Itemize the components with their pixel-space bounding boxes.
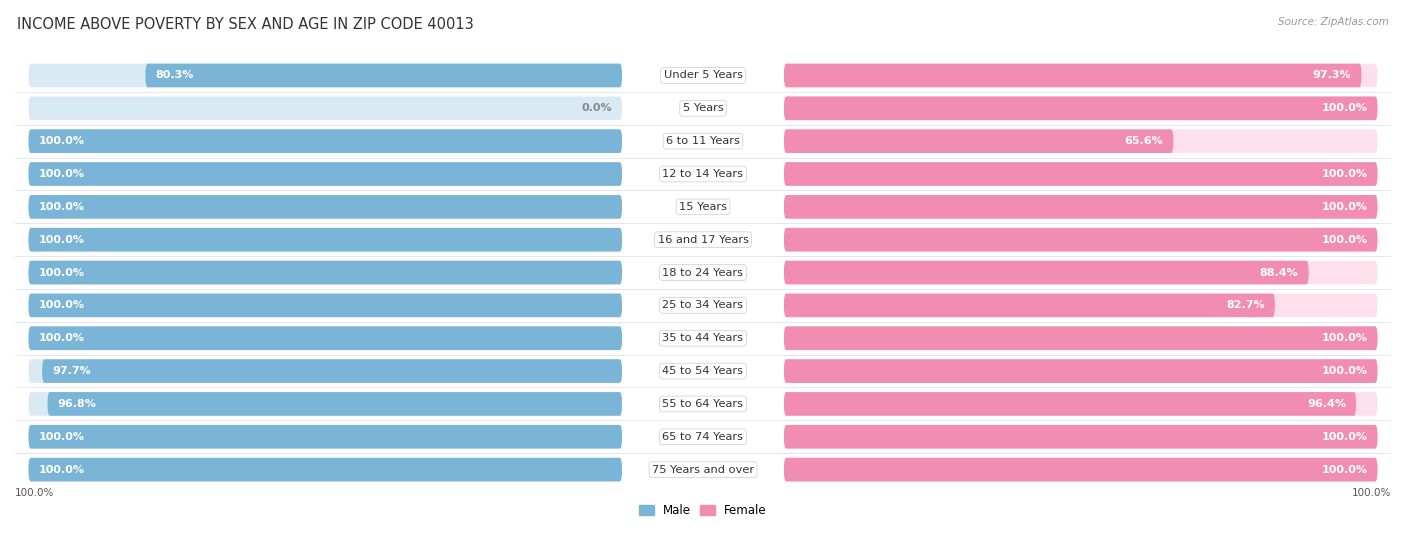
Text: 100.0%: 100.0% [38, 300, 84, 310]
Text: INCOME ABOVE POVERTY BY SEX AND AGE IN ZIP CODE 40013: INCOME ABOVE POVERTY BY SEX AND AGE IN Z… [17, 17, 474, 32]
FancyBboxPatch shape [785, 425, 1378, 448]
Text: 12 to 14 Years: 12 to 14 Years [662, 169, 744, 179]
FancyBboxPatch shape [28, 129, 621, 153]
FancyBboxPatch shape [28, 64, 621, 87]
FancyBboxPatch shape [785, 392, 1357, 416]
Text: 88.4%: 88.4% [1260, 268, 1299, 277]
FancyBboxPatch shape [28, 129, 621, 153]
FancyBboxPatch shape [28, 326, 621, 350]
Text: Under 5 Years: Under 5 Years [664, 70, 742, 80]
FancyBboxPatch shape [28, 392, 621, 416]
Text: 100.0%: 100.0% [38, 333, 84, 343]
Text: 82.7%: 82.7% [1226, 300, 1265, 310]
Text: 16 and 17 Years: 16 and 17 Years [658, 235, 748, 245]
FancyBboxPatch shape [785, 359, 1378, 383]
FancyBboxPatch shape [785, 359, 1378, 383]
FancyBboxPatch shape [28, 293, 621, 317]
FancyBboxPatch shape [785, 64, 1361, 87]
Text: 100.0%: 100.0% [15, 487, 55, 498]
Text: 100.0%: 100.0% [38, 169, 84, 179]
Text: 0.0%: 0.0% [581, 103, 612, 113]
Text: 65 to 74 Years: 65 to 74 Years [662, 432, 744, 442]
FancyBboxPatch shape [28, 228, 621, 252]
FancyBboxPatch shape [785, 129, 1174, 153]
FancyBboxPatch shape [28, 458, 621, 481]
FancyBboxPatch shape [785, 293, 1378, 317]
Text: 100.0%: 100.0% [1322, 235, 1368, 245]
FancyBboxPatch shape [785, 326, 1378, 350]
Text: 18 to 24 Years: 18 to 24 Years [662, 268, 744, 277]
Legend: Male, Female: Male, Female [634, 500, 772, 522]
FancyBboxPatch shape [785, 260, 1309, 285]
FancyBboxPatch shape [785, 129, 1378, 153]
Text: 97.7%: 97.7% [52, 366, 91, 376]
FancyBboxPatch shape [785, 97, 1378, 120]
FancyBboxPatch shape [785, 228, 1378, 252]
FancyBboxPatch shape [785, 97, 1378, 120]
FancyBboxPatch shape [28, 97, 621, 120]
Text: 15 Years: 15 Years [679, 202, 727, 212]
Text: 100.0%: 100.0% [1322, 103, 1368, 113]
Text: 100.0%: 100.0% [38, 465, 84, 475]
Text: 45 to 54 Years: 45 to 54 Years [662, 366, 744, 376]
FancyBboxPatch shape [28, 458, 621, 481]
Text: 100.0%: 100.0% [1322, 366, 1368, 376]
Text: 100.0%: 100.0% [1322, 333, 1368, 343]
FancyBboxPatch shape [28, 359, 621, 383]
FancyBboxPatch shape [785, 162, 1378, 186]
Text: 25 to 34 Years: 25 to 34 Years [662, 300, 744, 310]
FancyBboxPatch shape [785, 458, 1378, 481]
FancyBboxPatch shape [145, 64, 621, 87]
FancyBboxPatch shape [28, 162, 621, 186]
FancyBboxPatch shape [785, 260, 1378, 285]
Text: 97.3%: 97.3% [1313, 70, 1351, 80]
FancyBboxPatch shape [785, 162, 1378, 186]
Text: 5 Years: 5 Years [683, 103, 723, 113]
Text: 35 to 44 Years: 35 to 44 Years [662, 333, 744, 343]
FancyBboxPatch shape [28, 326, 621, 350]
Text: 96.8%: 96.8% [58, 399, 97, 409]
FancyBboxPatch shape [28, 260, 621, 285]
FancyBboxPatch shape [28, 260, 621, 285]
Text: 100.0%: 100.0% [38, 235, 84, 245]
Text: Source: ZipAtlas.com: Source: ZipAtlas.com [1278, 17, 1389, 27]
FancyBboxPatch shape [28, 293, 621, 317]
FancyBboxPatch shape [28, 162, 621, 186]
FancyBboxPatch shape [785, 195, 1378, 219]
FancyBboxPatch shape [785, 64, 1378, 87]
FancyBboxPatch shape [785, 293, 1275, 317]
Text: 100.0%: 100.0% [38, 432, 84, 442]
Text: 100.0%: 100.0% [1322, 432, 1368, 442]
Text: 100.0%: 100.0% [1322, 202, 1368, 212]
Text: 100.0%: 100.0% [38, 136, 84, 146]
Text: 100.0%: 100.0% [1322, 169, 1368, 179]
FancyBboxPatch shape [28, 425, 621, 448]
FancyBboxPatch shape [28, 228, 621, 252]
FancyBboxPatch shape [48, 392, 621, 416]
FancyBboxPatch shape [785, 326, 1378, 350]
FancyBboxPatch shape [28, 425, 621, 448]
Text: 55 to 64 Years: 55 to 64 Years [662, 399, 744, 409]
Text: 100.0%: 100.0% [1351, 487, 1391, 498]
FancyBboxPatch shape [28, 195, 621, 219]
Text: 100.0%: 100.0% [38, 202, 84, 212]
Text: 80.3%: 80.3% [156, 70, 194, 80]
FancyBboxPatch shape [785, 228, 1378, 252]
Text: 100.0%: 100.0% [1322, 465, 1368, 475]
Text: 65.6%: 65.6% [1125, 136, 1163, 146]
Text: 75 Years and over: 75 Years and over [652, 465, 754, 475]
FancyBboxPatch shape [785, 425, 1378, 448]
FancyBboxPatch shape [785, 392, 1378, 416]
FancyBboxPatch shape [42, 359, 621, 383]
Text: 100.0%: 100.0% [38, 268, 84, 277]
Text: 96.4%: 96.4% [1308, 399, 1346, 409]
FancyBboxPatch shape [785, 195, 1378, 219]
FancyBboxPatch shape [28, 195, 621, 219]
Text: 6 to 11 Years: 6 to 11 Years [666, 136, 740, 146]
FancyBboxPatch shape [785, 458, 1378, 481]
